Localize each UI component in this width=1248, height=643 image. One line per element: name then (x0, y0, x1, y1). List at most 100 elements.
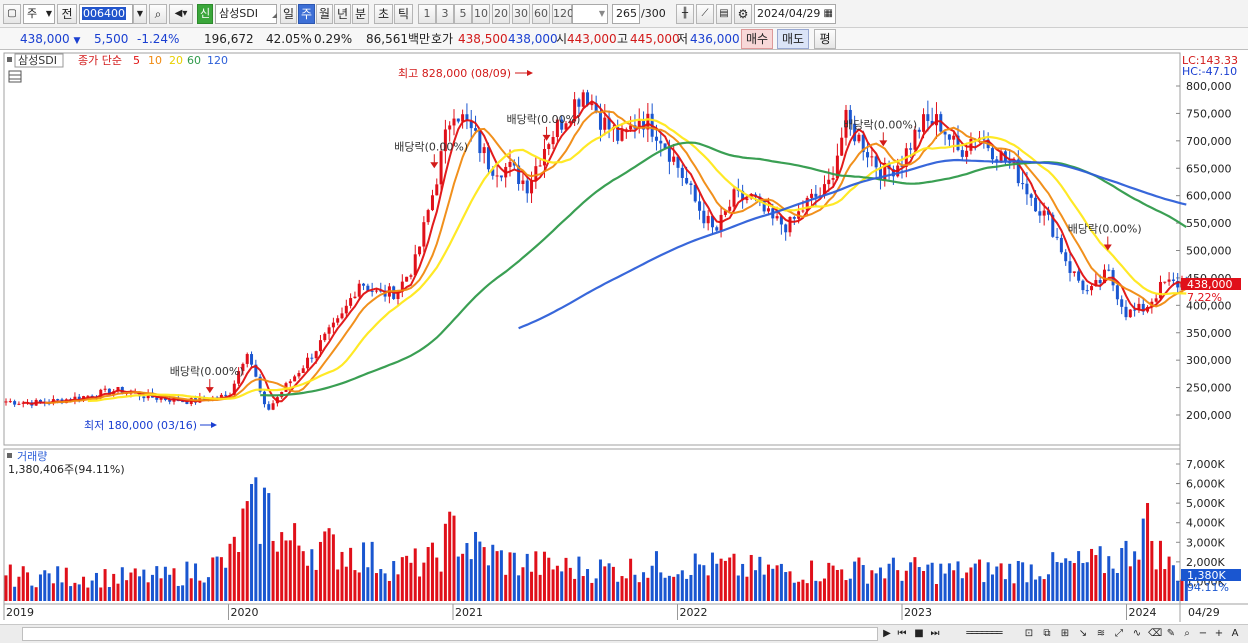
grid-toggle-icon[interactable] (8, 70, 22, 83)
last-page-icon[interactable]: ⏭ (930, 628, 940, 639)
period-tab[interactable]: 분 (352, 4, 369, 24)
trend-icon[interactable]: ⤢ (1115, 628, 1123, 639)
gear-icon[interactable]: ⚙ (734, 4, 752, 24)
candle-body (1081, 280, 1085, 291)
volume-bar (275, 551, 279, 601)
period-tab[interactable]: 틱 (394, 4, 413, 24)
volume-bar (814, 580, 818, 601)
chart-settings-icon[interactable]: ▢ (3, 4, 21, 24)
volume-bar (771, 568, 775, 601)
window-icon[interactable]: ⧉ (1043, 628, 1051, 639)
volume-bar (917, 567, 921, 601)
volume-bar (586, 569, 590, 601)
volume-bar (120, 567, 124, 601)
volume-bar (732, 553, 736, 601)
first-page-icon[interactable]: ⏮ (897, 628, 907, 639)
save-icon[interactable]: ▤ (716, 4, 732, 24)
stock-name-field[interactable]: 삼성SDI (215, 4, 277, 24)
sell-button[interactable]: 매도 (777, 29, 809, 49)
zoom-icon[interactable]: ⌕ (1184, 628, 1190, 639)
volume-bar (728, 557, 732, 601)
period-tab[interactable]: 일 (280, 4, 297, 24)
volume-bar (521, 567, 525, 601)
candle-body (788, 217, 792, 233)
period-tab[interactable]: 월 (316, 4, 333, 24)
candle-body (17, 403, 21, 405)
minute-tab[interactable]: 5 (454, 4, 472, 24)
volume-bar (1094, 555, 1098, 601)
volume-label: 거래량 (17, 450, 47, 463)
scroll-thumb[interactable] (22, 627, 878, 641)
speaker-icon[interactable]: ◀▾ (169, 4, 193, 24)
volume-bar (594, 578, 598, 601)
x-tick-label: 2024 (1129, 606, 1157, 619)
crosshair-icon[interactable]: ⊡ (1024, 628, 1034, 639)
candle-body (245, 354, 249, 364)
minute-tab[interactable]: 3 (436, 4, 454, 24)
volume-bar (267, 493, 271, 601)
eval-button[interactable]: 평 (814, 29, 836, 49)
date-input[interactable]: 2024/04/29 ▦ (754, 4, 836, 24)
chart-type-select[interactable]: 주 ▼ (23, 4, 55, 24)
eraser-icon[interactable]: ⌫ (1148, 628, 1163, 639)
draw-line-icon[interactable]: ↘ (1078, 628, 1088, 639)
zoom-out-icon[interactable]: − (1198, 628, 1208, 639)
stop-icon[interactable]: ■ (914, 628, 924, 639)
period-tab[interactable]: 초 (374, 4, 393, 24)
zoom-slider[interactable]: ═══════ (966, 628, 1002, 639)
volume-bar (538, 574, 542, 601)
candle-body (801, 210, 805, 212)
volume-bar (818, 581, 822, 601)
stock-code-input[interactable]: 006400 (79, 4, 133, 24)
price-tick-label: 400,000 (1186, 299, 1232, 312)
interval-select[interactable]: ▼ (572, 4, 608, 24)
volume-bar (1051, 552, 1055, 601)
count-input[interactable]: 265 (612, 4, 640, 24)
volume-bar (13, 586, 17, 601)
minute-tab[interactable]: 60 (532, 4, 550, 24)
prev-button[interactable]: 전 (57, 4, 77, 24)
chart-copy-icon[interactable]: ⊞ (1060, 628, 1070, 639)
minute-tab[interactable]: 120 (552, 4, 574, 24)
volume-bar (577, 556, 581, 601)
buy-button[interactable]: 매수 (741, 29, 773, 49)
minute-tab[interactable]: 1 (418, 4, 436, 24)
high-arrow-head (527, 70, 533, 76)
period-tab[interactable]: 년 (334, 4, 351, 24)
edit-icon[interactable]: ✎ (1166, 628, 1176, 639)
line-tool-icon[interactable]: ⟋ (696, 4, 714, 24)
zoom-in-icon[interactable]: + (1214, 628, 1224, 639)
candle-body (1098, 280, 1102, 284)
volume-bar (1102, 573, 1106, 601)
scroll-right-icon[interactable]: ▶ (883, 628, 891, 639)
volume-bar (202, 582, 206, 601)
minute-tab[interactable]: 20 (492, 4, 510, 24)
price-chart[interactable]: 800,000 750,000 700,000 650,000 600,000 550,0… (0, 50, 1248, 643)
candle-body (969, 139, 973, 151)
bottom-scrollbar[interactable]: ▶ ⏮ ■ ⏭ ═══════ ⊡ ⧉ ⊞ ↘ ≋ ⤢ ∿ ⌫ ✎ ⌕ − + … (0, 624, 1248, 643)
volume-bar (241, 508, 245, 601)
volume-bar (999, 563, 1003, 601)
fibo-icon[interactable]: ≋ (1096, 628, 1106, 639)
volume-bar (86, 587, 90, 601)
search-icon[interactable]: ⌕ (149, 4, 167, 24)
wave-icon[interactable]: ∿ (1132, 628, 1142, 639)
last-price-pct: 7.22% (1187, 291, 1222, 304)
volume-bar (418, 576, 422, 601)
volume-bar (439, 571, 443, 601)
volume-bar (909, 562, 913, 601)
period-tab[interactable]: 주 (298, 4, 315, 24)
candle-body (913, 129, 917, 150)
minute-tab[interactable]: 10 (472, 4, 490, 24)
minute-tab[interactable]: 30 (512, 4, 530, 24)
candle-type-icon[interactable]: ╫ (676, 4, 694, 24)
volume-bar (749, 554, 753, 601)
last-price-box (1181, 278, 1241, 290)
volume-bar (960, 578, 964, 601)
candle-body (779, 216, 783, 225)
volume-bar (56, 566, 60, 601)
dividend-label: 배당락(0.00%) (507, 113, 581, 126)
code-dropdown-icon[interactable]: ▼ (133, 4, 147, 24)
font-size-icon[interactable]: A (1231, 628, 1239, 639)
candle-body (577, 99, 581, 107)
